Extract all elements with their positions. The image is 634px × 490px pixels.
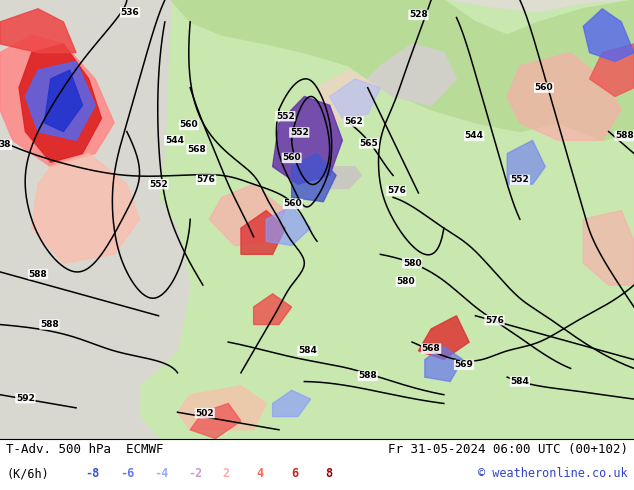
- Text: 38: 38: [0, 140, 11, 149]
- Polygon shape: [32, 153, 139, 263]
- Text: 568: 568: [187, 145, 206, 153]
- Text: 584: 584: [510, 377, 529, 386]
- Polygon shape: [190, 403, 241, 439]
- Text: 580: 580: [396, 277, 415, 286]
- Polygon shape: [273, 391, 311, 416]
- Text: © weatheronline.co.uk: © weatheronline.co.uk: [478, 467, 628, 481]
- Text: -4: -4: [154, 467, 168, 481]
- Text: 552: 552: [276, 112, 295, 121]
- Polygon shape: [254, 294, 292, 324]
- Polygon shape: [317, 167, 361, 189]
- Polygon shape: [507, 52, 621, 140]
- Polygon shape: [0, 9, 76, 52]
- Polygon shape: [25, 61, 95, 140]
- Text: 502: 502: [195, 409, 214, 417]
- Polygon shape: [0, 0, 190, 439]
- Text: 568: 568: [422, 344, 441, 353]
- Polygon shape: [273, 97, 342, 184]
- Polygon shape: [178, 386, 266, 430]
- Text: 544: 544: [165, 136, 184, 145]
- Polygon shape: [19, 44, 101, 162]
- Text: Fr 31-05-2024 06:00 UTC (00+102): Fr 31-05-2024 06:00 UTC (00+102): [387, 443, 628, 456]
- Polygon shape: [292, 153, 336, 202]
- Polygon shape: [507, 140, 545, 184]
- Polygon shape: [241, 211, 285, 254]
- Polygon shape: [0, 35, 114, 167]
- Text: 8: 8: [325, 467, 332, 481]
- Polygon shape: [368, 44, 456, 105]
- Text: 552: 552: [510, 175, 529, 184]
- Polygon shape: [209, 184, 285, 245]
- Text: 592: 592: [16, 393, 35, 403]
- Text: 576: 576: [387, 186, 406, 196]
- Text: 6: 6: [291, 467, 298, 481]
- Text: 560: 560: [283, 199, 302, 208]
- Text: 544: 544: [465, 131, 484, 141]
- Text: (K/6h): (K/6h): [6, 467, 49, 481]
- Text: 562: 562: [344, 117, 363, 126]
- Polygon shape: [171, 0, 634, 140]
- Polygon shape: [330, 79, 380, 119]
- Text: 552: 552: [290, 128, 309, 137]
- Text: 576: 576: [197, 175, 216, 184]
- Polygon shape: [418, 316, 469, 360]
- Text: -2: -2: [188, 467, 202, 481]
- Text: 580: 580: [403, 259, 422, 268]
- Polygon shape: [44, 70, 82, 132]
- Text: 528: 528: [409, 10, 428, 20]
- Text: 552: 552: [149, 180, 168, 189]
- Polygon shape: [583, 9, 634, 61]
- Polygon shape: [317, 70, 380, 123]
- Text: 2: 2: [223, 467, 230, 481]
- Text: 560: 560: [282, 153, 301, 162]
- Text: 536: 536: [120, 8, 139, 17]
- Polygon shape: [583, 211, 634, 285]
- Polygon shape: [139, 0, 634, 439]
- Text: 588: 588: [358, 371, 377, 380]
- Text: 565: 565: [359, 139, 378, 148]
- Text: 576: 576: [485, 316, 504, 325]
- Polygon shape: [266, 206, 311, 245]
- Text: 584: 584: [298, 346, 317, 355]
- Text: T-Adv. 500 hPa  ECMWF: T-Adv. 500 hPa ECMWF: [6, 443, 164, 456]
- Text: -8: -8: [86, 467, 100, 481]
- Text: 560: 560: [534, 83, 553, 92]
- Text: 560: 560: [179, 121, 198, 129]
- Text: -6: -6: [120, 467, 134, 481]
- Text: 588: 588: [29, 270, 48, 279]
- Polygon shape: [590, 44, 634, 97]
- Text: 588: 588: [40, 320, 59, 329]
- Text: 588: 588: [615, 131, 634, 141]
- Text: 4: 4: [257, 467, 264, 481]
- Text: 569: 569: [455, 360, 474, 369]
- Polygon shape: [425, 346, 463, 382]
